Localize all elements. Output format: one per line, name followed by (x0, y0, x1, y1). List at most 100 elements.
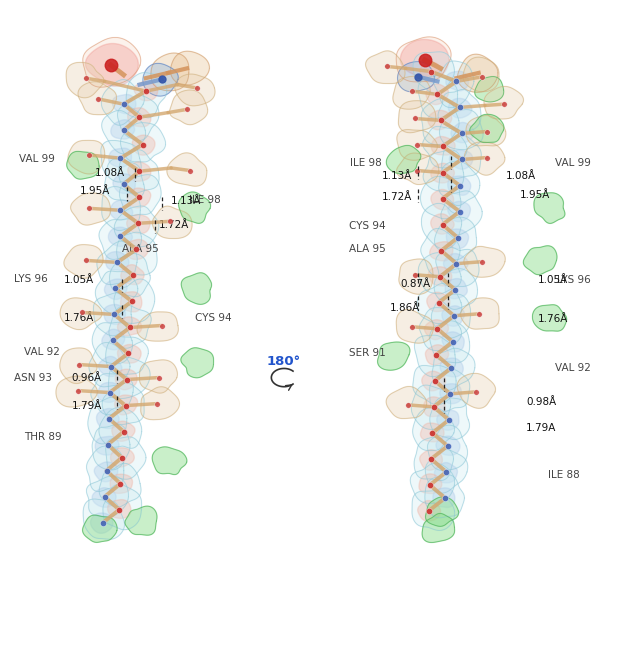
Polygon shape (133, 135, 155, 155)
Polygon shape (463, 57, 499, 92)
Polygon shape (99, 219, 141, 260)
Polygon shape (431, 189, 453, 210)
Text: 0.87Å: 0.87Å (401, 279, 431, 290)
Polygon shape (445, 279, 467, 299)
Polygon shape (430, 321, 470, 363)
Polygon shape (418, 76, 458, 118)
Polygon shape (430, 214, 454, 234)
Text: LYS 96: LYS 96 (14, 274, 48, 284)
Polygon shape (442, 332, 464, 352)
Polygon shape (127, 240, 148, 260)
Polygon shape (137, 312, 178, 341)
Polygon shape (181, 348, 214, 378)
Polygon shape (434, 269, 477, 309)
Polygon shape (425, 449, 468, 493)
Text: 1.76Å: 1.76Å (538, 314, 568, 324)
Polygon shape (134, 81, 158, 101)
Polygon shape (108, 227, 133, 247)
Polygon shape (396, 309, 434, 343)
Polygon shape (420, 423, 444, 442)
Text: 1.13Å: 1.13Å (171, 196, 202, 206)
Polygon shape (110, 200, 133, 220)
Polygon shape (448, 98, 472, 118)
Polygon shape (448, 201, 470, 221)
Polygon shape (83, 38, 141, 87)
Polygon shape (171, 51, 209, 85)
Polygon shape (460, 298, 499, 329)
Polygon shape (442, 306, 465, 326)
Polygon shape (117, 344, 141, 363)
Polygon shape (464, 142, 505, 175)
Polygon shape (422, 203, 462, 249)
Polygon shape (108, 357, 150, 398)
Text: 0.96Å: 0.96Å (72, 372, 102, 383)
Polygon shape (430, 242, 453, 261)
Text: LYS 96: LYS 96 (557, 275, 590, 285)
Polygon shape (97, 241, 137, 284)
Polygon shape (436, 247, 479, 286)
Polygon shape (68, 141, 105, 174)
Polygon shape (386, 145, 421, 174)
Polygon shape (78, 82, 117, 115)
Text: 1.79Å: 1.79Å (72, 401, 102, 411)
Polygon shape (429, 267, 452, 286)
Polygon shape (92, 488, 116, 507)
Polygon shape (366, 51, 405, 83)
Polygon shape (425, 497, 458, 527)
Polygon shape (127, 188, 151, 208)
Polygon shape (419, 474, 442, 493)
Polygon shape (106, 437, 146, 479)
Polygon shape (167, 153, 207, 186)
Polygon shape (91, 513, 113, 533)
Text: 1.08Å: 1.08Å (95, 167, 126, 178)
Polygon shape (106, 252, 129, 270)
Polygon shape (117, 96, 159, 141)
Polygon shape (126, 73, 167, 118)
Polygon shape (431, 137, 455, 155)
Polygon shape (64, 245, 103, 278)
Polygon shape (397, 130, 437, 160)
Polygon shape (425, 320, 448, 340)
Text: 1.13Å: 1.13Å (382, 171, 412, 182)
Polygon shape (439, 109, 483, 150)
Polygon shape (420, 450, 443, 470)
Text: ILE 88: ILE 88 (548, 470, 580, 480)
Polygon shape (431, 163, 455, 183)
Polygon shape (70, 193, 110, 225)
Polygon shape (152, 447, 187, 475)
Polygon shape (425, 345, 449, 365)
Polygon shape (418, 253, 461, 294)
Text: 1.76Å: 1.76Å (63, 313, 94, 324)
Polygon shape (431, 294, 470, 338)
Polygon shape (428, 110, 452, 130)
Polygon shape (399, 259, 433, 294)
Polygon shape (120, 122, 165, 162)
Text: CYS 94: CYS 94 (349, 221, 385, 231)
Polygon shape (179, 192, 210, 223)
Text: 1.72Å: 1.72Å (382, 192, 412, 202)
Polygon shape (113, 174, 136, 193)
Polygon shape (112, 94, 136, 114)
Polygon shape (143, 63, 178, 96)
Polygon shape (67, 152, 99, 179)
Polygon shape (466, 115, 506, 146)
Text: 1.95Å: 1.95Å (520, 190, 550, 201)
Polygon shape (101, 111, 146, 154)
Text: 1.95Å: 1.95Å (80, 186, 110, 197)
Polygon shape (423, 126, 467, 168)
Polygon shape (115, 369, 137, 390)
Polygon shape (434, 61, 474, 107)
Text: 1.86Å: 1.86Å (390, 303, 420, 313)
Polygon shape (458, 54, 498, 92)
Polygon shape (393, 76, 430, 109)
Polygon shape (439, 161, 480, 206)
Polygon shape (412, 491, 455, 531)
Polygon shape (440, 383, 462, 404)
Polygon shape (114, 206, 159, 247)
Polygon shape (110, 253, 150, 297)
Polygon shape (434, 217, 477, 260)
Polygon shape (418, 501, 441, 521)
Polygon shape (103, 305, 126, 324)
Polygon shape (117, 232, 157, 275)
Polygon shape (94, 462, 118, 482)
